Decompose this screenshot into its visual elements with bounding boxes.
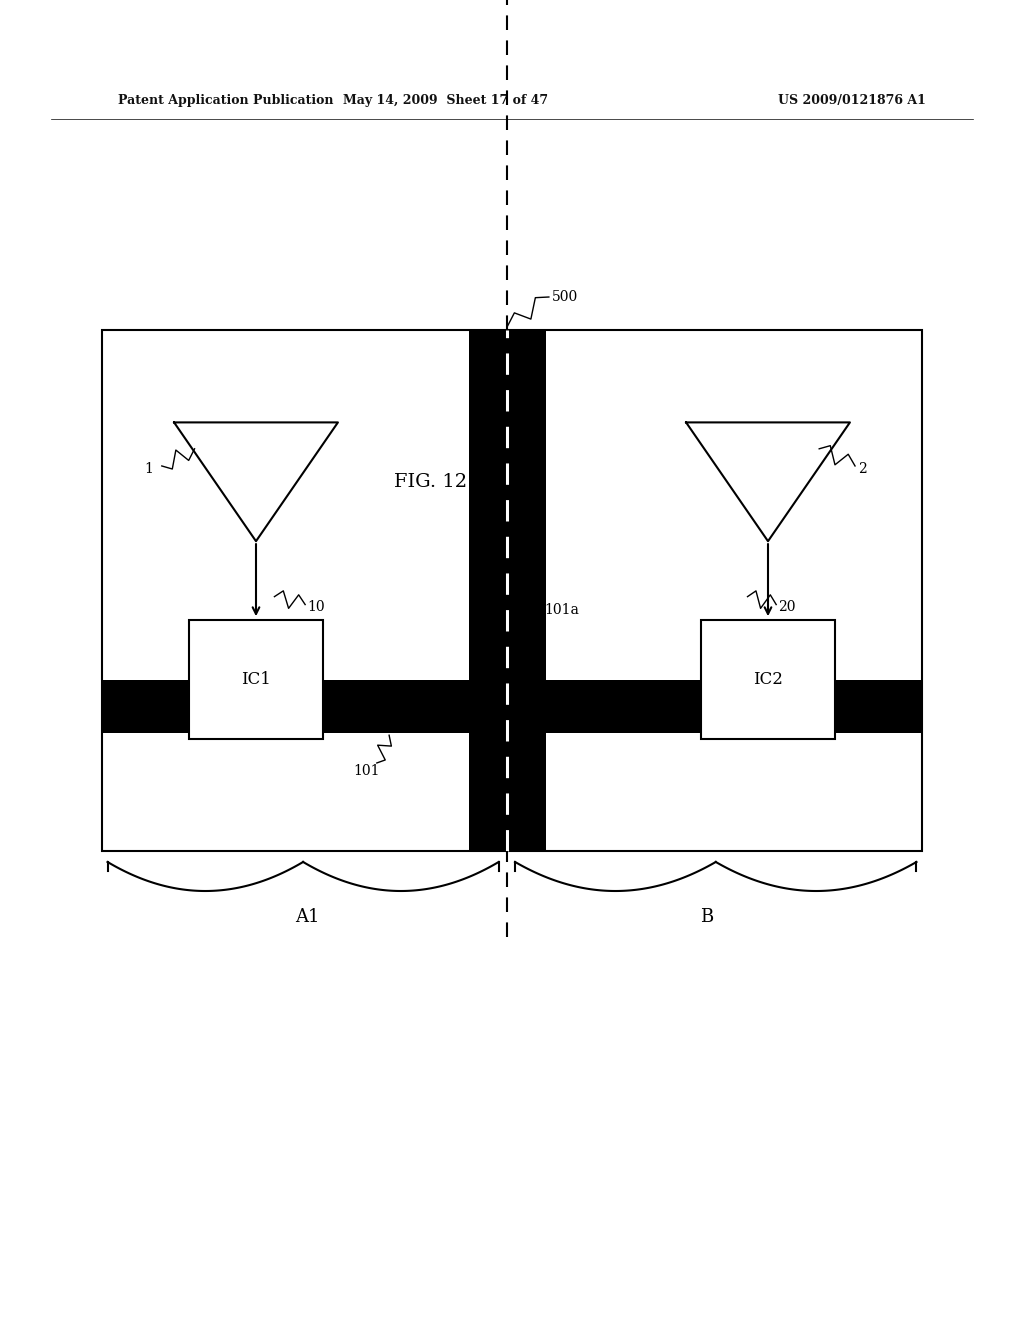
Bar: [102, 680, 922, 733]
Bar: [469, 330, 546, 851]
Text: 20: 20: [778, 601, 796, 614]
Text: 500: 500: [552, 290, 579, 304]
Text: IC1: IC1: [241, 672, 271, 688]
Bar: [189, 620, 323, 739]
Bar: [701, 620, 835, 739]
Text: 101: 101: [499, 764, 525, 777]
Text: IC2: IC2: [753, 672, 783, 688]
Bar: [102, 330, 922, 851]
Text: B: B: [700, 908, 713, 927]
Text: May 14, 2009  Sheet 17 of 47: May 14, 2009 Sheet 17 of 47: [343, 94, 548, 107]
Text: 101: 101: [353, 764, 380, 777]
Text: Patent Application Publication: Patent Application Publication: [118, 94, 333, 107]
Text: 101a: 101a: [545, 603, 580, 616]
Text: US 2009/0121876 A1: US 2009/0121876 A1: [778, 94, 926, 107]
Text: FIG. 12: FIG. 12: [393, 473, 467, 491]
Text: 10: 10: [307, 601, 325, 614]
Text: 2: 2: [858, 462, 867, 475]
Text: 1: 1: [144, 462, 154, 475]
Text: A1: A1: [295, 908, 319, 927]
